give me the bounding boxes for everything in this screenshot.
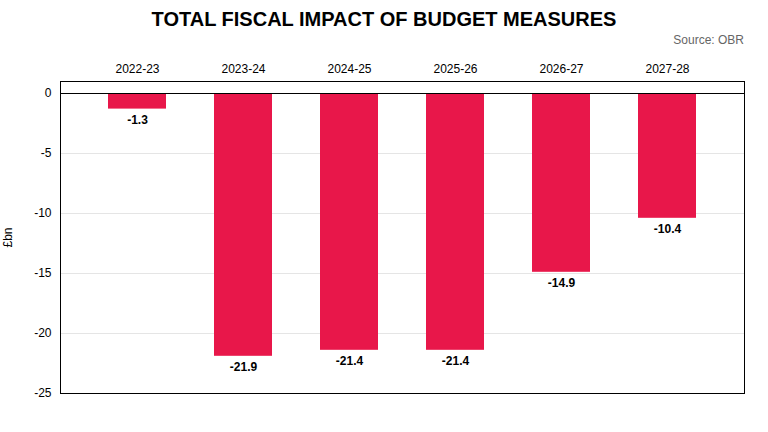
svg-text:-14.9: -14.9 [548,276,576,290]
svg-text:2026-27: 2026-27 [539,62,583,76]
svg-text:-25: -25 [34,386,52,400]
svg-text:2024-25: 2024-25 [327,62,371,76]
html-text:Source: OBR: Source: OBR [673,33,744,47]
svg-text:-1.3: -1.3 [127,113,148,127]
svg-text:-15: -15 [34,266,52,280]
svg-text:0: 0 [45,86,52,100]
svg-text:-10: -10 [34,206,52,220]
svg-text:-21.4: -21.4 [442,354,470,368]
svg-text:2025-26: 2025-26 [433,62,477,76]
html-text:TOTAL FISCAL IMPACT OF BUDGET: TOTAL FISCAL IMPACT OF BUDGET MEASURES [151,8,617,30]
svg-text:-20: -20 [34,326,52,340]
svg-text:£bn: £bn [1,227,15,247]
svg-text:-21.9: -21.9 [230,360,258,374]
svg-text:-10.4: -10.4 [654,222,682,236]
svg-text:2027-28: 2027-28 [645,62,689,76]
svg-text:-21.4: -21.4 [336,354,364,368]
svg-text:2022-23: 2022-23 [115,62,159,76]
svg-text:-5: -5 [41,146,52,160]
svg-text:2023-24: 2023-24 [221,62,265,76]
